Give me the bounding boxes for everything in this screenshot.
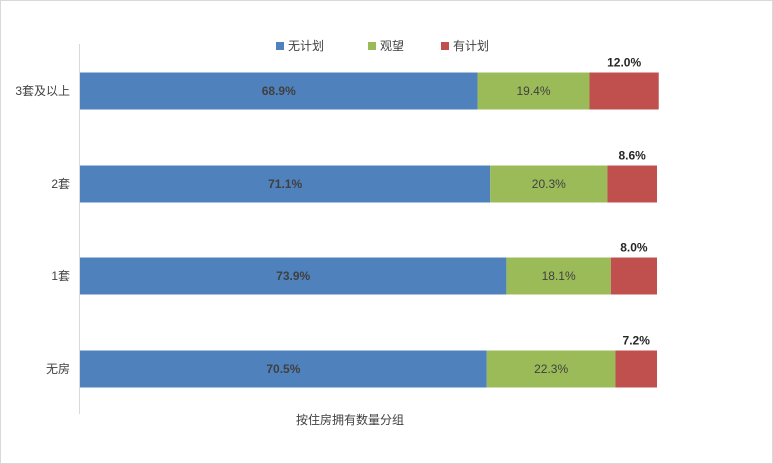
- data-label: 19.4%: [517, 84, 551, 98]
- data-label: 8.6%: [619, 149, 647, 163]
- data-label: 73.9%: [276, 269, 310, 283]
- x-axis-title: 按住房拥有数量分组: [296, 412, 404, 427]
- data-label: 12.0%: [607, 56, 641, 70]
- y-tick-label: 2套: [51, 177, 70, 191]
- bar-segment-no-plan: [80, 165, 491, 203]
- bar-segment-has-plan: [615, 350, 657, 388]
- data-label: 8.0%: [620, 241, 648, 255]
- y-tick-label: 1套: [51, 269, 70, 283]
- bar-segment-has-plan: [589, 72, 659, 110]
- bar-segment-no-plan: [80, 257, 507, 295]
- bar-segment-wait-and-see: [506, 257, 611, 295]
- data-label: 70.5%: [266, 362, 300, 376]
- data-label: 68.9%: [262, 84, 296, 98]
- y-tick-label: 无房: [46, 361, 70, 376]
- data-label: 22.3%: [534, 362, 568, 376]
- legend-label: 观望: [380, 39, 404, 53]
- y-tick-label: 3套及以上: [15, 84, 70, 98]
- bar-segment-has-plan: [610, 257, 657, 295]
- bar-segment-no-plan: [80, 72, 478, 110]
- bar-segment-wait-and-see: [490, 165, 608, 203]
- plot-area: 68.9% 19.4% 12.0% 71.1% 20.3% 8.6% 73.9% 18.1% 8…: [80, 56, 659, 388]
- data-label: 7.2%: [623, 334, 651, 348]
- legend-swatch: [441, 42, 449, 50]
- bar-segment-no-plan: [80, 350, 487, 388]
- data-label: 71.1%: [268, 177, 302, 191]
- data-label: 18.1%: [542, 269, 576, 283]
- data-label: 20.3%: [532, 177, 566, 191]
- legend-label: 无计划: [288, 39, 324, 53]
- bar-segment-wait-and-see: [486, 350, 616, 388]
- bar-segment-has-plan: [607, 165, 657, 203]
- legend-label: 有计划: [453, 39, 489, 53]
- legend-swatch: [276, 42, 284, 50]
- legend: 无计划 观望 有计划: [276, 39, 489, 53]
- legend-swatch: [368, 42, 376, 50]
- bar-segment-wait-and-see: [477, 72, 590, 110]
